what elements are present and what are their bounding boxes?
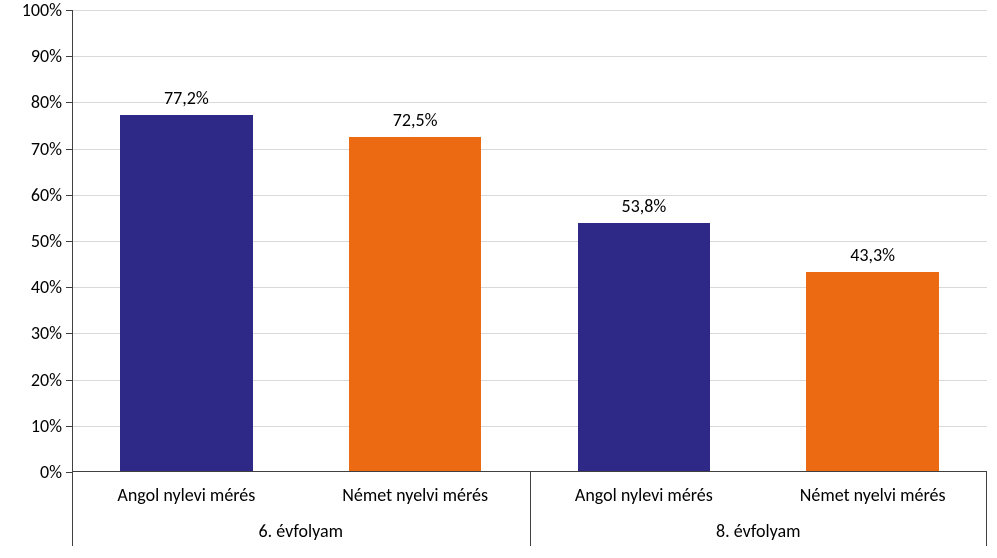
grouped-bar-chart: 0% 10% 20% 30% 40% 50% 60% 70% 80% 90% 100% 77,2% An…	[0, 0, 997, 558]
y-tick-mark	[66, 149, 72, 150]
y-tick-label: 20%	[31, 369, 62, 391]
bar-value-label: 72,5%	[355, 109, 475, 131]
y-tick-label: 70%	[31, 138, 62, 160]
y-tick-mark	[66, 380, 72, 381]
group-separator	[986, 472, 987, 546]
y-tick-label: 10%	[31, 415, 62, 437]
gridline	[72, 56, 987, 57]
y-tick-mark	[66, 426, 72, 427]
bar	[578, 223, 711, 472]
bar-value-label: 77,2%	[126, 87, 246, 109]
y-axis-line	[72, 10, 73, 472]
group-label: 8. évfolyam	[530, 520, 988, 542]
y-tick-mark	[66, 333, 72, 334]
y-tick-label: 100%	[22, 0, 62, 21]
y-tick-mark	[66, 102, 72, 103]
y-tick-label: 40%	[31, 276, 62, 298]
y-tick-mark	[66, 195, 72, 196]
group-separator	[72, 472, 73, 546]
y-tick-mark	[66, 10, 72, 11]
plot-area	[72, 10, 987, 472]
group-label: 6. évfolyam	[72, 520, 530, 542]
bar	[120, 115, 253, 472]
bar-value-label: 53,8%	[584, 195, 704, 217]
y-tick-mark	[66, 241, 72, 242]
y-tick-mark	[66, 287, 72, 288]
category-label: Angol nylevi mérés	[530, 484, 759, 506]
category-label: Német nyelvi mérés	[758, 484, 987, 506]
bar	[349, 137, 482, 472]
category-label: Német nyelvi mérés	[301, 484, 530, 506]
bar-value-label: 43,3%	[813, 244, 933, 266]
y-tick-mark	[66, 56, 72, 57]
y-tick-label: 90%	[31, 45, 62, 67]
bar	[806, 272, 939, 472]
gridline	[72, 10, 987, 11]
category-label: Angol nylevi mérés	[72, 484, 301, 506]
y-tick-label: 50%	[31, 230, 62, 252]
y-tick-label: 0%	[40, 461, 62, 483]
y-tick-label: 80%	[31, 91, 62, 113]
y-tick-label: 60%	[31, 184, 62, 206]
y-tick-label: 30%	[31, 322, 62, 344]
